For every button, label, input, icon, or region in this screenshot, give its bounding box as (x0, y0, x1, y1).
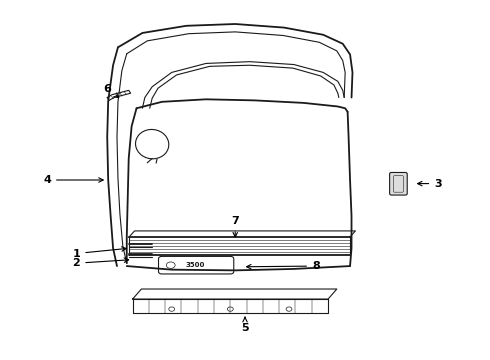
Text: 1: 1 (73, 247, 126, 258)
Text: 4: 4 (43, 175, 103, 185)
FancyBboxPatch shape (390, 172, 407, 195)
Text: 6: 6 (103, 84, 119, 98)
Text: 3500: 3500 (186, 262, 205, 268)
Text: 7: 7 (231, 216, 239, 237)
Text: 3: 3 (417, 179, 442, 189)
Text: 5: 5 (241, 317, 249, 333)
Text: 2: 2 (73, 258, 128, 268)
Text: 8: 8 (246, 261, 319, 271)
